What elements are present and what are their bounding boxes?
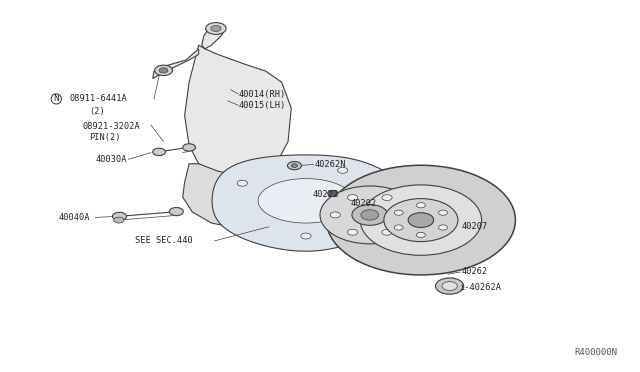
Polygon shape xyxy=(153,49,198,78)
Circle shape xyxy=(382,229,392,235)
Circle shape xyxy=(438,210,447,215)
Text: 40222: 40222 xyxy=(312,190,339,199)
Circle shape xyxy=(205,23,226,35)
Polygon shape xyxy=(202,23,224,49)
Circle shape xyxy=(170,208,183,216)
Circle shape xyxy=(442,282,458,291)
Text: 40262: 40262 xyxy=(462,267,488,276)
Circle shape xyxy=(182,144,195,151)
Text: 40015(LH): 40015(LH) xyxy=(239,101,286,110)
Circle shape xyxy=(408,213,434,228)
Circle shape xyxy=(352,205,388,225)
Polygon shape xyxy=(182,164,285,227)
Circle shape xyxy=(417,232,426,237)
Circle shape xyxy=(436,278,464,294)
Text: (2): (2) xyxy=(89,108,104,116)
Circle shape xyxy=(417,203,426,208)
Circle shape xyxy=(291,164,298,167)
Circle shape xyxy=(301,233,311,239)
Text: i-40262A: i-40262A xyxy=(460,283,501,292)
Circle shape xyxy=(237,180,248,186)
Circle shape xyxy=(394,225,403,230)
Text: 08911-6441A: 08911-6441A xyxy=(70,94,127,103)
Circle shape xyxy=(211,26,221,32)
Circle shape xyxy=(438,225,447,230)
Circle shape xyxy=(382,195,392,201)
Circle shape xyxy=(326,165,515,275)
Circle shape xyxy=(360,185,481,255)
Polygon shape xyxy=(184,45,291,182)
Circle shape xyxy=(384,199,458,241)
Text: R400000N: R400000N xyxy=(574,347,617,356)
Circle shape xyxy=(153,148,166,155)
Circle shape xyxy=(348,195,358,201)
Text: 40014(RH): 40014(RH) xyxy=(239,90,286,99)
Circle shape xyxy=(330,212,340,218)
Circle shape xyxy=(287,161,301,170)
Circle shape xyxy=(399,212,410,218)
Circle shape xyxy=(348,229,358,235)
Circle shape xyxy=(320,186,420,244)
Circle shape xyxy=(337,167,348,173)
Text: 08921-3202A: 08921-3202A xyxy=(83,122,140,131)
Text: 40202: 40202 xyxy=(351,199,377,208)
Text: 40030A: 40030A xyxy=(95,155,127,164)
Circle shape xyxy=(114,217,124,223)
Text: SEE SEC.440: SEE SEC.440 xyxy=(135,236,193,246)
Circle shape xyxy=(159,68,168,73)
Text: 40262N: 40262N xyxy=(315,160,346,169)
Text: N: N xyxy=(53,94,59,103)
Circle shape xyxy=(113,212,127,221)
Text: 40040A: 40040A xyxy=(58,213,90,222)
Circle shape xyxy=(361,210,379,220)
Circle shape xyxy=(394,210,403,215)
Text: 40207: 40207 xyxy=(462,221,488,231)
Circle shape xyxy=(155,65,173,76)
Polygon shape xyxy=(212,155,410,251)
Text: PIN(2): PIN(2) xyxy=(89,133,120,142)
Polygon shape xyxy=(258,179,354,223)
Circle shape xyxy=(328,190,338,196)
